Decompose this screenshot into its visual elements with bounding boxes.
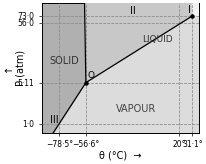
X-axis label: θ (°C)  →: θ (°C) → bbox=[99, 151, 142, 161]
Text: I: I bbox=[188, 5, 191, 15]
Text: II: II bbox=[130, 6, 136, 16]
Text: SOLID: SOLID bbox=[50, 56, 80, 66]
Polygon shape bbox=[84, 3, 199, 83]
Text: III: III bbox=[49, 115, 58, 125]
Text: LIQUID: LIQUID bbox=[142, 35, 172, 44]
Polygon shape bbox=[192, 3, 199, 16]
Polygon shape bbox=[42, 3, 86, 151]
Y-axis label: ↑
P (atm): ↑ P (atm) bbox=[4, 50, 25, 86]
Text: VAPOUR: VAPOUR bbox=[116, 104, 157, 114]
Text: O: O bbox=[88, 71, 95, 80]
